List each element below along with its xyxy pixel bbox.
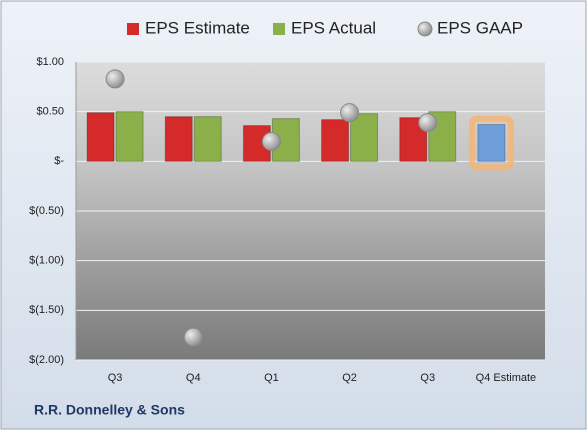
legend-marker [127, 23, 139, 35]
x-tick-label: Q2 [342, 372, 357, 384]
y-tick-label: $0.50 [36, 106, 64, 118]
legend-label: EPS Estimate [145, 18, 250, 37]
bar [477, 124, 506, 162]
marker [183, 327, 203, 347]
x-tick-label: Q4 [186, 372, 201, 384]
marker [261, 131, 281, 151]
bar [164, 116, 193, 162]
legend-marker [273, 23, 285, 35]
marker [340, 103, 360, 123]
footer: R.R. Donnelley & Sons [34, 402, 185, 418]
y-tick-label: $- [54, 155, 64, 167]
y-tick-label: $1.00 [36, 56, 64, 68]
x-tick-label: Q4 Estimate [476, 372, 537, 384]
bar [193, 116, 222, 162]
x-tick-label: Q3 [108, 372, 123, 384]
y-tick-label: $(1.00) [29, 255, 64, 267]
legend-label: EPS Actual [291, 18, 376, 37]
bar [115, 111, 144, 162]
y-tick-label: $(1.50) [29, 304, 64, 316]
bar [271, 118, 300, 162]
bar [86, 112, 115, 162]
y-tick-label: $(0.50) [29, 205, 64, 217]
legend-label: EPS GAAP [437, 18, 523, 37]
x-tick-label: Q1 [264, 372, 279, 384]
y-tick-label: $(2.00) [29, 354, 64, 366]
bar [321, 119, 350, 162]
legend-marker [417, 21, 433, 37]
bar [350, 113, 379, 162]
highlight-glow [468, 115, 514, 171]
marker [418, 113, 438, 133]
marker [105, 69, 125, 89]
x-tick-label: Q3 [420, 372, 435, 384]
